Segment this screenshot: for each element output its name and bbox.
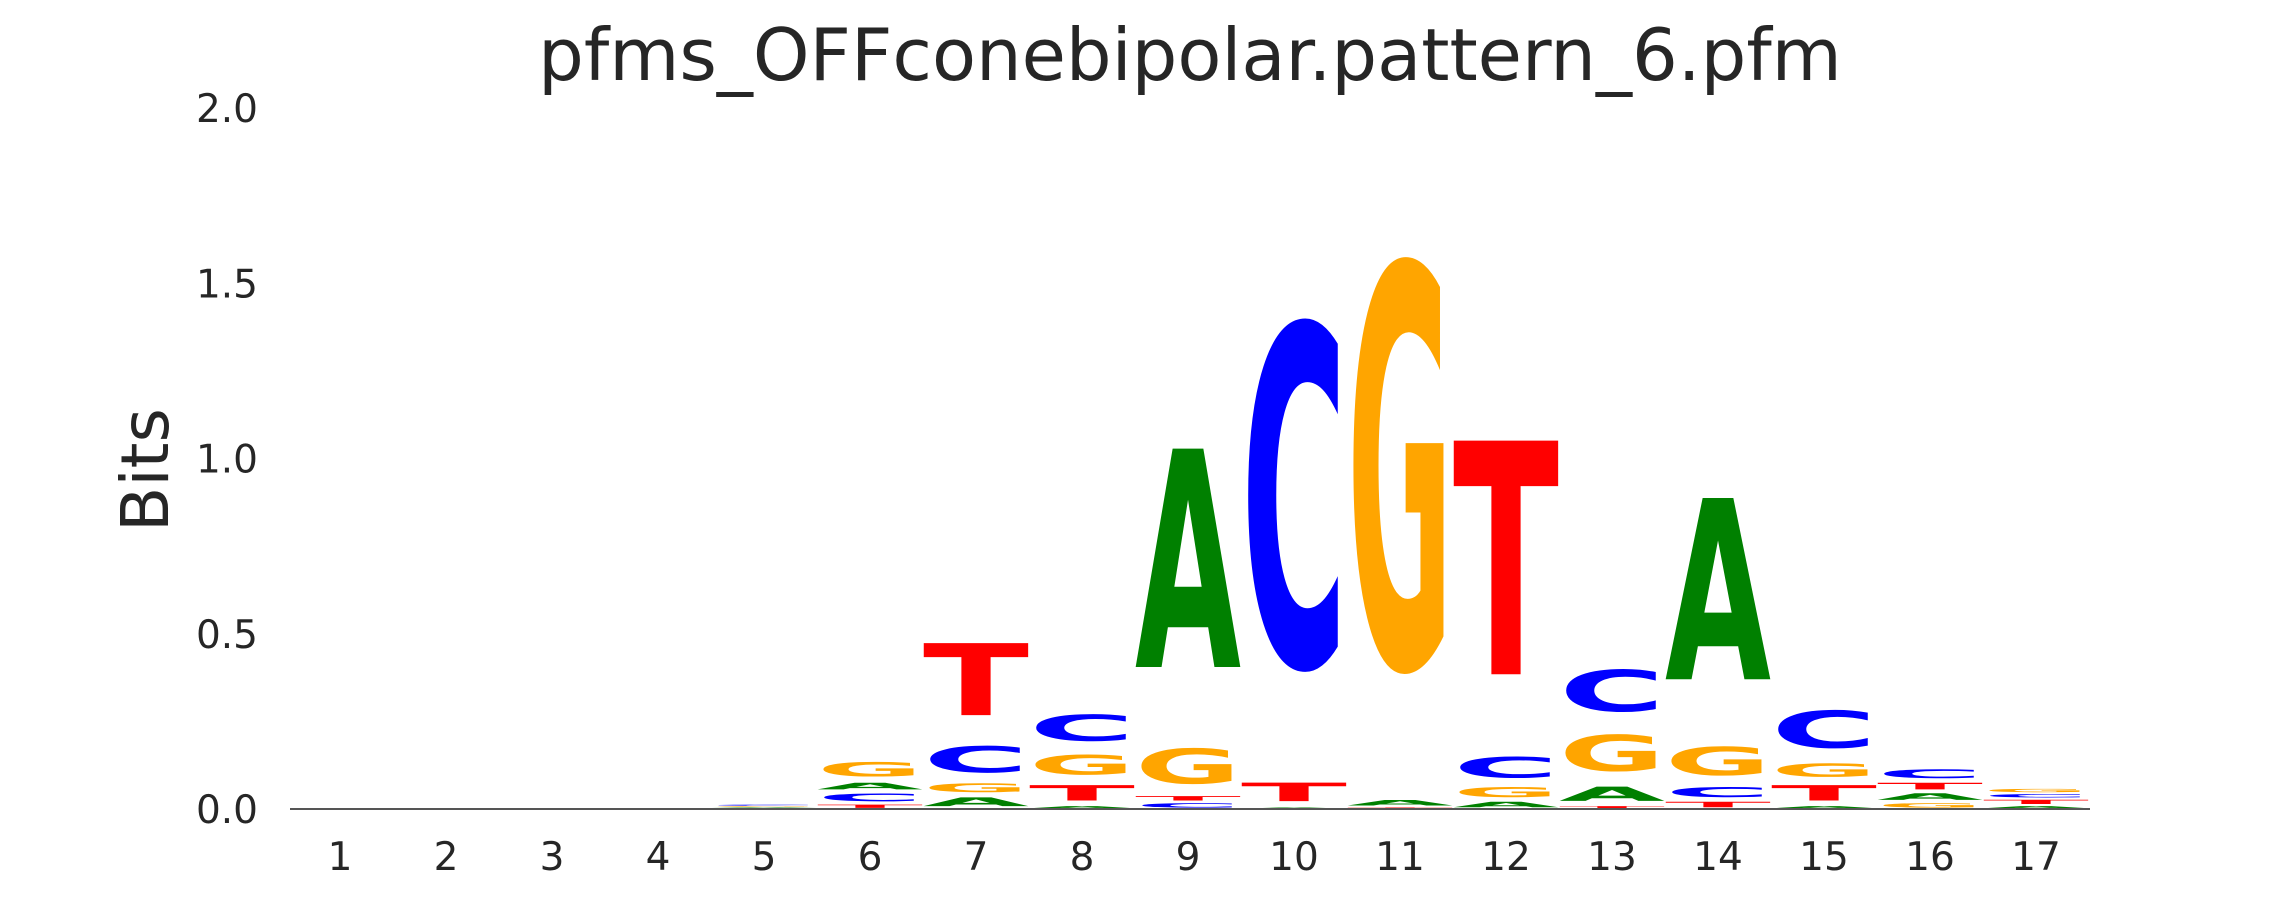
x-axis-ticks: 1 2 3 4 5 6 7 8 9 10 11 12 13 14 15 16 17 <box>328 835 2061 880</box>
y-tick-label: 2.0 <box>196 87 258 132</box>
logo-letter-A: A <box>1029 805 1135 808</box>
x-tick-label: 3 <box>540 835 565 880</box>
y-tick-label: 0.5 <box>196 613 258 658</box>
logo-letter-G: G <box>711 806 817 807</box>
logo-letter-T: T <box>817 804 923 809</box>
logo-letter-A: A <box>1453 800 1559 809</box>
logo-letter-T: T <box>923 623 1029 738</box>
logo-column-11: TAG <box>1347 155 1453 809</box>
logo-letter-G: G <box>1665 739 1771 784</box>
logo-letter-C: C <box>817 792 923 804</box>
logo-letter-T: T <box>1665 800 1771 809</box>
y-tick-label: 1.0 <box>196 438 258 483</box>
logo-letter-C: C <box>1771 700 1877 760</box>
logo-letter-A: A <box>817 781 923 791</box>
logo-letter-G: G <box>923 781 1029 795</box>
logo-letter-C: C <box>1877 767 1983 781</box>
logo-letter-T: T <box>1877 781 1983 791</box>
logo-letter-G: G <box>1029 749 1135 781</box>
x-tick-label: 6 <box>858 835 883 880</box>
logo-letter-C: C <box>1453 751 1559 784</box>
logo-letter-C: C <box>1241 232 1347 777</box>
logo-letter-T: T <box>1983 798 2089 805</box>
logo-letter-G: G <box>1453 785 1559 801</box>
logo-letter-A: A <box>1877 791 1983 801</box>
logo-letter-A: A <box>1771 805 1877 808</box>
x-tick-label: 9 <box>1176 835 1201 880</box>
logo-letter-C: C <box>1559 658 1665 724</box>
x-tick-label: 7 <box>964 835 989 880</box>
x-tick-label: 1 <box>328 835 353 880</box>
x-tick-label: 12 <box>1481 835 1531 880</box>
logo-letter-A: A <box>1559 783 1665 806</box>
logo-letter-A: A <box>1665 450 1771 739</box>
y-axis-ticks: 0.0 0.5 1.0 1.5 2.0 <box>196 87 258 833</box>
logo-letter-T: T <box>1241 778 1347 808</box>
logo-letter-G: G <box>1347 155 1453 797</box>
logo-letter-T: T <box>1135 795 1241 802</box>
logo-letter-G: G <box>1877 802 1983 809</box>
x-tick-label: 15 <box>1799 835 1849 880</box>
logo-letter-A: A <box>1347 798 1453 807</box>
logo-letter-A: A <box>923 795 1029 809</box>
logo-letter-A: A <box>711 807 817 808</box>
logo-letter-C: C <box>1665 785 1771 801</box>
x-tick-label: 8 <box>1070 835 1095 880</box>
logo-letter-T: T <box>1029 781 1136 805</box>
logo-letter-G: G <box>1559 725 1665 783</box>
chart-title: pfms_OFFconebipolar.pattern_6.pfm <box>538 13 1842 97</box>
logo-letter-G: G <box>1771 760 1877 781</box>
y-tick-label: 0.0 <box>196 788 258 833</box>
logo-columns: TAGCTCAGAGCTATGCCTGAATCTAGAGCTTAGCTCGAAT… <box>711 155 2089 809</box>
logo-letter-G: G <box>1983 788 2089 793</box>
logo-letter-C: C <box>1135 802 1241 809</box>
logo-letter-C: C <box>923 739 1029 781</box>
logo-letter-T: T <box>1453 378 1559 751</box>
logo-column-10: ATC <box>1241 232 1347 809</box>
y-tick-label: 1.5 <box>196 262 258 307</box>
logo-letter-G: G <box>1135 739 1241 795</box>
logo-letter-C: C <box>1029 707 1135 749</box>
x-tick-label: 14 <box>1693 835 1743 880</box>
x-tick-label: 10 <box>1269 835 1319 880</box>
x-tick-label: 11 <box>1375 835 1425 880</box>
logo-letter-A: A <box>1983 805 2089 808</box>
logo-letter-T: T <box>1771 781 1878 805</box>
x-tick-label: 13 <box>1587 835 1637 880</box>
logo-letter-A: A <box>1135 389 1241 738</box>
logo-letter-G: G <box>817 758 923 781</box>
logo-letter-C: C <box>1983 793 2089 798</box>
x-tick-label: 17 <box>2011 835 2061 880</box>
x-tick-label: 2 <box>434 835 459 880</box>
x-tick-label: 4 <box>646 835 671 880</box>
y-axis-label: Bits <box>107 408 184 532</box>
x-tick-label: 5 <box>752 835 777 880</box>
x-tick-label: 16 <box>1905 835 1955 880</box>
logo-letter-C: C <box>711 804 817 805</box>
logo-letter-T: T <box>1559 806 1665 809</box>
